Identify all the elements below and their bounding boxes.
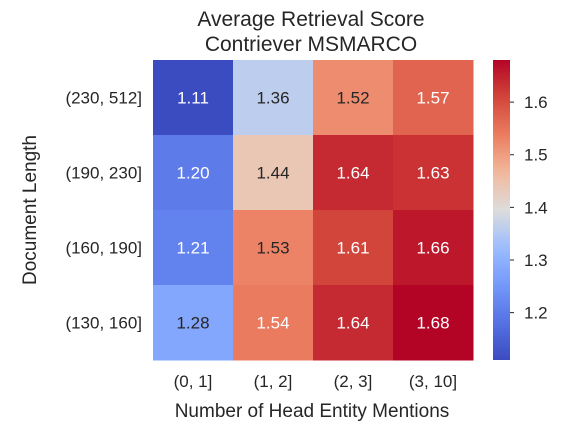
cell-value-label: 1.66 — [416, 239, 449, 258]
heatmap-cell — [313, 210, 394, 286]
cell-value-label: 1.54 — [256, 314, 289, 333]
heatmap-cell — [393, 135, 474, 211]
cell-value-label: 1.64 — [336, 164, 369, 183]
chart-title: Average Retrieval Score — [197, 8, 424, 31]
heatmap-cell — [153, 60, 234, 136]
colorbar — [493, 60, 510, 360]
y-tick-labels: (230, 512] (190, 230] (160, 190] (130, 160] — [65, 89, 142, 333]
heatmap-cell — [313, 285, 394, 361]
chart-subtitle: Contriever MSMARCO — [205, 33, 417, 56]
heatmap-cell — [233, 210, 314, 286]
heatmap-cell — [393, 285, 474, 361]
colorbar-tick-labels: 1.2 1.3 1.4 1.5 1.6 — [510, 93, 548, 323]
cell-value-label: 1.21 — [176, 239, 209, 258]
colorbar-tick-label: 1.5 — [524, 146, 548, 165]
colorbar-tick-label: 1.6 — [524, 93, 548, 112]
cell-value-label: 1.44 — [256, 164, 289, 183]
y-tick-label: (160, 190] — [65, 239, 142, 258]
heatmap-cell — [153, 135, 234, 211]
heatmap-cell — [233, 60, 314, 136]
y-tick-label: (230, 512] — [65, 89, 142, 108]
cell-value-label: 1.11 — [177, 89, 209, 108]
cell-value-label: 1.53 — [256, 239, 289, 258]
heatmap-cell — [153, 210, 234, 286]
heatmap-cell-labels: 1.11 1.36 1.52 1.57 1.20 1.44 1.64 1.63 1.21 1.53… — [176, 89, 449, 333]
heatmap-cells — [153, 60, 474, 361]
heatmap-cell — [393, 210, 474, 286]
colorbar-tick-label: 1.4 — [524, 198, 548, 217]
cell-value-label: 1.63 — [416, 164, 449, 183]
y-tick-label: (130, 160] — [65, 314, 142, 333]
heatmap-cell — [233, 135, 314, 211]
cell-value-label: 1.36 — [256, 89, 289, 108]
x-axis-label: Number of Head Entity Mentions — [175, 401, 450, 422]
colorbar-tick-label: 1.2 — [524, 304, 548, 323]
heatmap-cell — [313, 135, 394, 211]
cell-value-label: 1.61 — [336, 239, 369, 258]
cell-value-label: 1.20 — [176, 164, 209, 183]
y-axis-label: Document Length — [20, 135, 41, 285]
x-tick-label: (1, 2] — [254, 372, 293, 391]
cell-value-label: 1.68 — [416, 314, 449, 333]
cell-value-label: 1.28 — [176, 314, 209, 333]
cell-value-label: 1.64 — [336, 314, 369, 333]
heatmap-cell — [393, 60, 474, 136]
y-tick-label: (190, 230] — [65, 164, 142, 183]
heatmap-cell — [233, 285, 314, 361]
x-tick-label: (3, 10] — [409, 372, 457, 391]
x-tick-labels: (0, 1] (1, 2] (2, 3] (3, 10] — [174, 372, 457, 391]
cell-value-label: 1.52 — [336, 89, 369, 108]
heatmap-cell — [153, 285, 234, 361]
cell-value-label: 1.57 — [416, 89, 449, 108]
heatmap-cell — [313, 60, 394, 136]
colorbar-tick-label: 1.3 — [524, 251, 548, 270]
x-tick-label: (2, 3] — [334, 372, 373, 391]
x-tick-label: (0, 1] — [174, 372, 213, 391]
